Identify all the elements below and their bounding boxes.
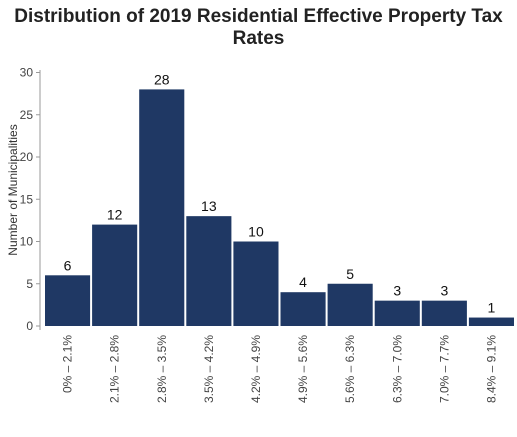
bar [92,224,138,326]
x-tick-label: 4.9% – 5.6% [296,335,310,403]
bar [421,300,467,326]
bar [186,216,232,326]
bar [468,317,514,326]
bar-value-label: 1 [488,300,496,316]
y-tick-label: 15 [20,192,34,206]
bar [327,283,373,326]
x-tick-label: 8.4% – 9.1% [484,335,498,403]
y-axis: 0 5 10 15 20 25 30 [20,66,41,333]
x-tick-label: 5.6% – 6.3% [343,335,357,403]
y-tick-label: 10 [20,235,34,249]
y-tick-label: 5 [26,277,33,291]
bar-value-label: 4 [299,274,307,290]
x-tick-label: 3.5% – 4.2% [202,335,216,403]
bar-value-label: 10 [248,224,264,240]
bar [45,275,91,326]
bar-value-label: 12 [107,207,123,223]
x-tick-label: 6.3% – 7.0% [390,335,404,403]
x-axis: 0% – 2.1% 2.1% – 2.8% 2.8% – 3.5% 3.5% – 4.… [61,335,499,403]
bars: 6 12 28 13 10 4 5 3 3 1 [45,71,514,327]
bar-value-label: 3 [440,283,448,299]
bar [374,300,420,326]
bar-value-label: 6 [64,257,72,273]
bar [139,89,185,327]
y-tick-label: 30 [20,66,34,80]
bar-value-label: 28 [154,71,170,87]
y-tick-label: 20 [20,150,34,164]
bar [233,241,279,326]
x-tick-label: 2.8% – 3.5% [155,335,169,403]
x-tick-label: 7.0% – 7.7% [437,335,451,403]
x-tick-label: 0% – 2.1% [61,335,75,393]
x-tick-label: 4.2% – 4.9% [249,335,263,403]
y-tick-label: 25 [20,108,34,122]
bar-value-label: 3 [393,283,401,299]
chart-title-line-1: Distribution of 2019 Residential Effecti… [14,6,503,27]
y-axis-label: Number of Municipalities [6,124,20,255]
y-tick-label: 0 [26,319,33,333]
chart-title-line-2: Rates [232,28,285,49]
x-tick-label: 2.1% – 2.8% [108,335,122,403]
bar [280,292,326,326]
bar-value-label: 5 [346,266,354,282]
bar-value-label: 13 [201,198,217,214]
